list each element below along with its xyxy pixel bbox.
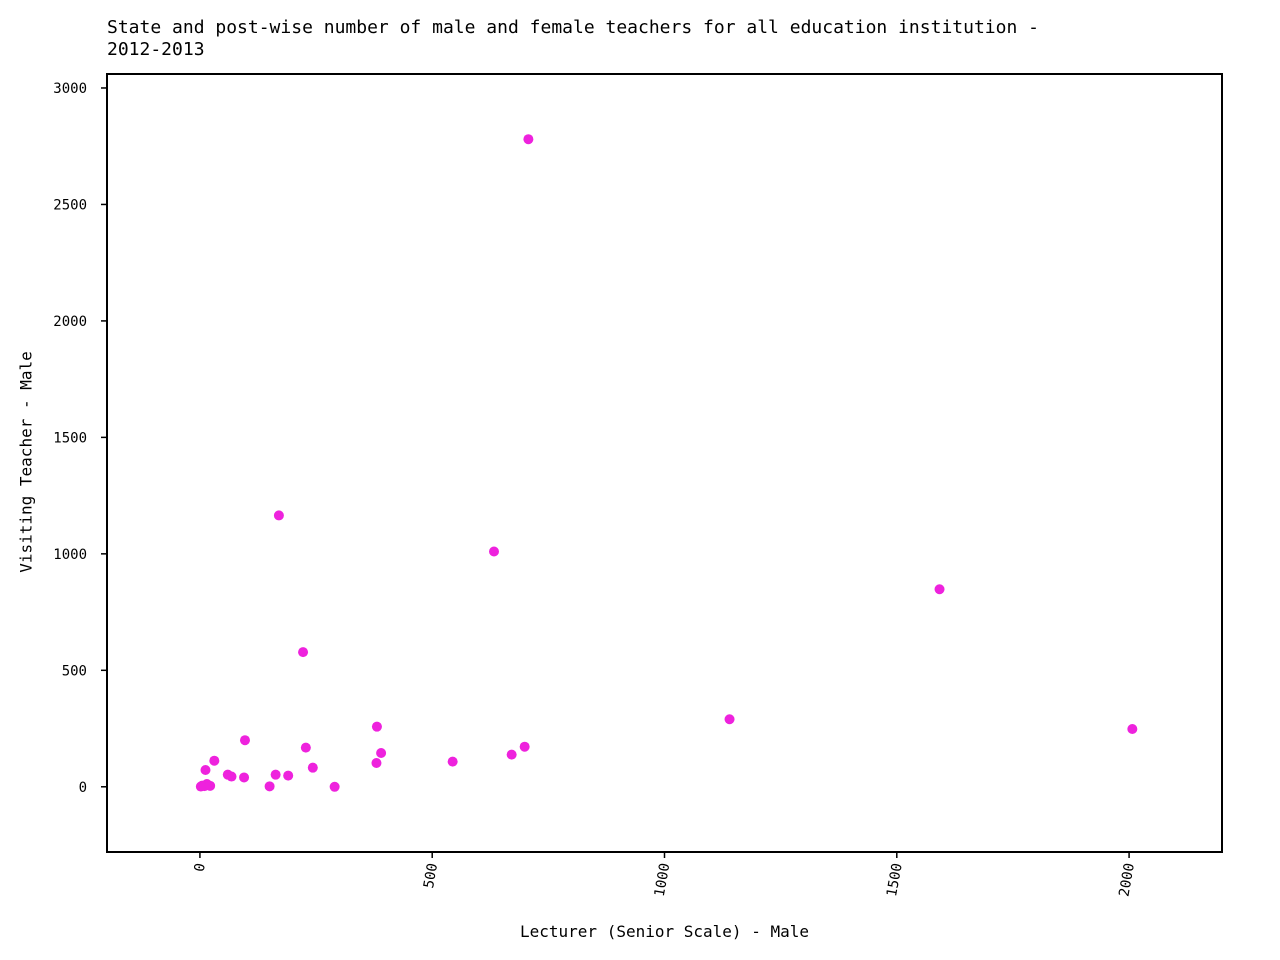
- chart-title: State and post-wise number of male and f…: [107, 17, 1039, 60]
- data-point-29: [329, 781, 340, 792]
- y-tick-label-5: 2500: [53, 197, 87, 213]
- data-point-4: [298, 647, 309, 658]
- data-point-20: [226, 771, 237, 782]
- data-point-1: [273, 510, 284, 521]
- y-tick-label-6: 3000: [53, 81, 87, 97]
- x-tick-label-2: 1000: [652, 862, 674, 898]
- data-point-26: [205, 780, 216, 791]
- data-point-12: [506, 749, 517, 760]
- data-point-19: [270, 769, 281, 780]
- x-tick-label-4: 2000: [1116, 862, 1138, 898]
- data-point-0: [523, 134, 534, 145]
- data-point-3: [934, 584, 945, 595]
- y-tick-label-4: 2000: [53, 314, 87, 330]
- x-tick-label-3: 1500: [884, 862, 906, 898]
- x-tick-label-0: 0: [192, 862, 209, 873]
- data-point-2: [488, 546, 499, 557]
- data-point-28: [264, 781, 275, 792]
- x-tick-label-1: 500: [421, 862, 441, 890]
- data-point-17: [200, 765, 211, 776]
- data-point-8: [239, 735, 250, 746]
- y-tick-label-0: 0: [79, 780, 87, 796]
- data-point-21: [283, 770, 294, 781]
- plot-area-frame: [106, 73, 1223, 853]
- data-point-5: [724, 714, 735, 725]
- axis-ticks: 0 500 1000 1500 2000 0 500 1000 1500 2000 2500 3000: [53, 81, 1138, 898]
- data-point-7: [1127, 724, 1138, 735]
- data-point-16: [307, 762, 318, 773]
- data-point-14: [447, 756, 458, 767]
- x-axis-label: Lecturer (Senior Scale) - Male: [520, 922, 809, 941]
- data-point-11: [376, 748, 387, 759]
- data-point-27: [195, 781, 206, 792]
- data-point-13: [209, 755, 220, 766]
- data-point-6: [371, 721, 382, 732]
- data-point-9: [300, 742, 311, 753]
- data-point-10: [519, 741, 530, 752]
- y-tick-label-3: 1500: [53, 430, 87, 446]
- data-point-15: [371, 758, 382, 769]
- data-point-22: [239, 772, 250, 783]
- y-tick-label-1: 500: [62, 663, 87, 679]
- points-layer: [195, 134, 1138, 792]
- y-axis-label: Visiting Teacher - Male: [16, 351, 36, 573]
- y-tick-label-2: 1000: [53, 547, 87, 563]
